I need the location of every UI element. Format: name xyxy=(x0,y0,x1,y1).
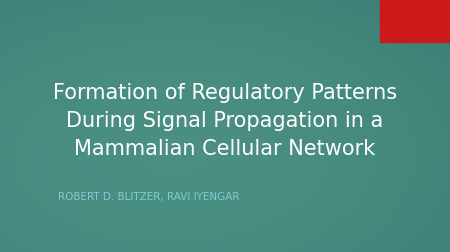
Text: ROBERT D. BLITZER, RAVI IYENGAR: ROBERT D. BLITZER, RAVI IYENGAR xyxy=(58,192,240,202)
Text: Formation of Regulatory Patterns
During Signal Propagation in a
Mammalian Cellul: Formation of Regulatory Patterns During … xyxy=(53,83,397,159)
Bar xyxy=(380,0,450,43)
